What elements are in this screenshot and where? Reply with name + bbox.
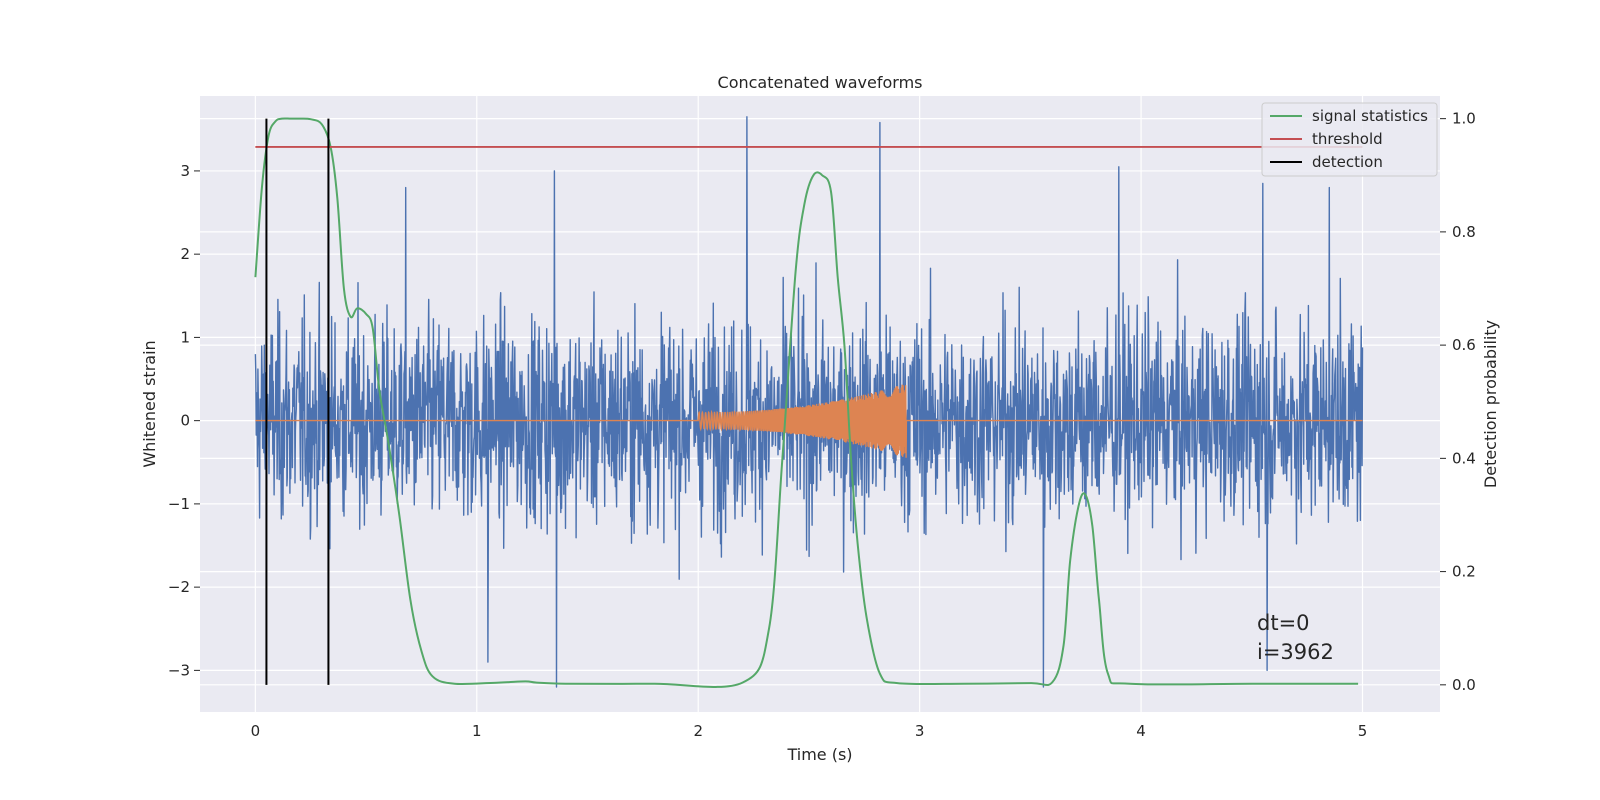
y-tick-label: −1 <box>168 495 190 513</box>
y2-tick-label: 1.0 <box>1452 110 1476 128</box>
x-tick-label: 3 <box>915 722 925 740</box>
x-tick-label: 5 <box>1358 722 1368 740</box>
legend-label-detection: detection <box>1312 153 1383 171</box>
y-axis-label: Whitened strain <box>140 340 159 467</box>
x-tick-label: 0 <box>251 722 261 740</box>
data-layer <box>254 116 1364 688</box>
y-tick-label: 0 <box>180 412 190 430</box>
chart-title: Concatenated waveforms <box>718 73 923 92</box>
series-line-signal-statistics <box>254 117 1359 688</box>
y-tick-label: 1 <box>180 328 190 346</box>
y-tick-label: 3 <box>180 162 190 180</box>
y2-tick-label: 0.4 <box>1452 449 1476 467</box>
annotation-dt: dt=0 <box>1257 611 1310 635</box>
y2-tick-label: 0.6 <box>1452 336 1476 354</box>
x-tick-label: 4 <box>1136 722 1146 740</box>
annotation-index: i=3962 <box>1257 640 1334 664</box>
y-tick-label: −2 <box>168 578 190 596</box>
y-tick-label: −3 <box>168 661 190 679</box>
y2-tick-label: 0.0 <box>1452 676 1476 694</box>
ticks: 0 1 2 3 4 5 −3 −2 −1 0 1 2 3 0.0 0.2 0.4 0.6 0.8 1.0 <box>168 110 1476 740</box>
y2-tick-label: 0.2 <box>1452 563 1476 581</box>
x-tick-label: 1 <box>472 722 482 740</box>
legend-label-signal-statistics: signal statistics <box>1312 107 1428 125</box>
x-tick-label: 2 <box>693 722 703 740</box>
y2-axis-label: Detection probability <box>1481 320 1500 488</box>
y2-tick-label: 0.8 <box>1452 223 1476 241</box>
y-tick-label: 2 <box>180 245 190 263</box>
x-axis-label: Time (s) <box>786 745 852 764</box>
series-line-whitened-strain <box>254 116 1364 688</box>
legend-box <box>1261 102 1438 177</box>
series-line-injected-waveform <box>255 384 1363 458</box>
legend: signal statistics threshold detection <box>1261 102 1438 177</box>
legend-label-threshold: threshold <box>1312 130 1383 148</box>
